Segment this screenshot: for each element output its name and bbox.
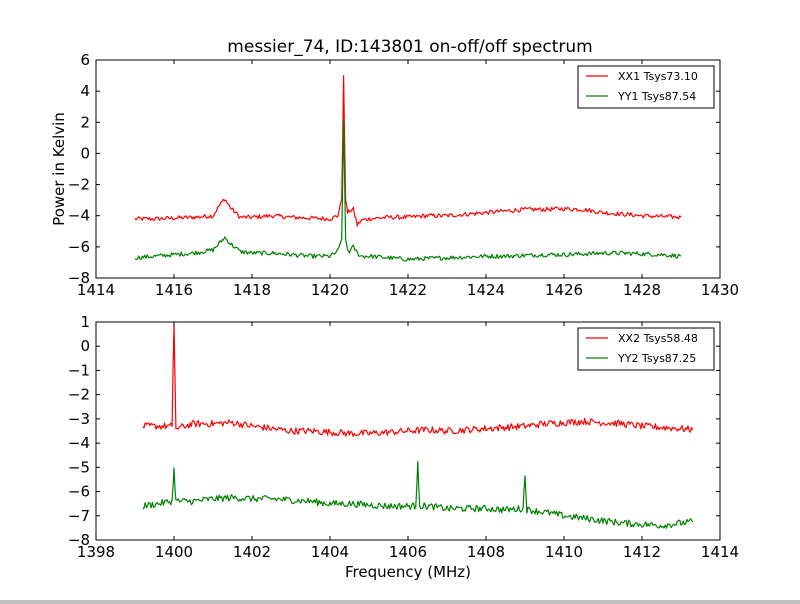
x-tick-label: 1430: [701, 281, 739, 299]
x-tick-label: 1414: [77, 281, 115, 299]
top-axes: 1414 1416 1418 1420 1422 1424 1426 1428 1430 6 4 2 0…: [50, 51, 739, 299]
y-tick-label: −8: [68, 531, 90, 549]
bottom-x-axis-label: Frequency (MHz): [345, 563, 471, 581]
y-tick-label: −6: [68, 238, 90, 256]
x-tick-label: 1420: [311, 281, 349, 299]
bottom-plot-lines: [142, 323, 694, 529]
y-tick-label: −2: [68, 176, 90, 194]
legend-label-yy2: YY2 Tsys87.25: [617, 352, 696, 365]
y-tick-label: 0: [80, 337, 90, 355]
y-tick-label: 4: [80, 82, 90, 100]
x-tick-label: 1406: [389, 543, 427, 561]
legend-label-yy1: YY1 Tsys87.54: [617, 90, 696, 103]
series-line-xx2: [142, 323, 694, 437]
y-tick-label: −8: [68, 269, 90, 287]
top-plot-lines: [134, 74, 682, 262]
bottom-legend-box: [577, 327, 715, 371]
x-tick-label: 1412: [623, 543, 661, 561]
y-tick-label: −7: [68, 507, 90, 525]
x-tick-label: 1416: [155, 281, 193, 299]
top-legend-box: [577, 65, 715, 109]
top-legend: XX1 Tsys73.10 YY1 Tsys87.54: [577, 65, 715, 109]
series-line-yy2: [142, 460, 694, 529]
bottom-axes-ticks: 1398 1400 1402 1404 1406 1408 1410 1412 1414 1 0 −1…: [68, 313, 739, 561]
y-tick-label: −3: [68, 410, 90, 428]
x-tick-label: 1418: [233, 281, 271, 299]
series-line-xx1: [134, 74, 682, 227]
x-tick-label: 1428: [623, 281, 661, 299]
y-tick-label: −6: [68, 483, 90, 501]
y-tick-label: −2: [68, 386, 90, 404]
bottom-axes: 1398 1400 1402 1404 1406 1408 1410 1412 1414 1 0 −1…: [68, 313, 739, 581]
x-tick-label: 1426: [545, 281, 583, 299]
y-tick-label: 2: [80, 113, 90, 131]
y-tick-label: 1: [80, 313, 90, 331]
x-tick-label: 1414: [701, 543, 739, 561]
bottom-legend: XX2 Tsys58.48 YY2 Tsys87.25: [577, 327, 715, 371]
x-tick-label: 1398: [77, 543, 115, 561]
top-y-axis-label: Power in Kelvin: [50, 112, 68, 226]
legend-label-xx1: XX1 Tsys73.10: [618, 70, 698, 83]
top-axes-ticks: 1414 1416 1418 1420 1422 1424 1426 1428 1430 6 4 2 0…: [68, 51, 739, 299]
y-tick-label: −5: [68, 458, 90, 476]
y-tick-label: −1: [68, 361, 90, 379]
x-tick-label: 1410: [545, 543, 583, 561]
y-tick-label: 6: [80, 51, 90, 69]
x-tick-label: 1408: [467, 543, 505, 561]
x-tick-label: 1404: [311, 543, 349, 561]
y-tick-label: 0: [80, 144, 90, 162]
series-line-yy1: [134, 118, 682, 262]
x-tick-label: 1424: [467, 281, 505, 299]
x-tick-label: 1422: [389, 281, 427, 299]
x-tick-label: 1400: [155, 543, 193, 561]
y-tick-label: −4: [68, 434, 90, 452]
legend-label-xx2: XX2 Tsys58.48: [618, 332, 698, 345]
y-tick-label: −4: [68, 207, 90, 225]
x-tick-label: 1402: [233, 543, 271, 561]
figure-title: messier_74, ID:143801 on-off/off spectru…: [227, 37, 592, 57]
